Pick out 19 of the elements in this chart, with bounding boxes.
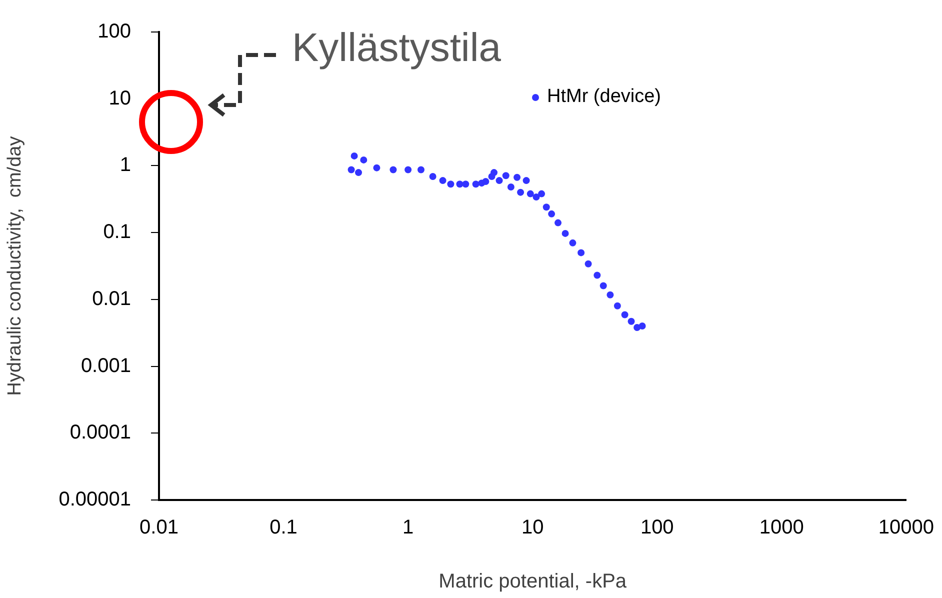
x-tick-label: 100 [640, 516, 674, 539]
annotation: Kyllästystila [292, 25, 501, 72]
x-axis-title: Matric potential, -kPa [438, 570, 628, 593]
y-tick-label: 1 [120, 154, 131, 176]
y-tick-label: 0.00001 [58, 488, 131, 511]
x-tick-label: 10 [521, 516, 544, 539]
x-tick-label: 0.1 [270, 516, 298, 539]
legend-label: HtMr (device) [547, 86, 662, 108]
y-tick-label: 0.001 [80, 354, 131, 377]
y-tick-label: 0.0001 [70, 422, 131, 444]
y-tick-label: 0.01 [92, 288, 131, 310]
y-tick-label: 100 [98, 20, 131, 43]
y-tick-label: 0.1 [103, 221, 131, 244]
x-tick-label: 10000 [878, 516, 934, 539]
x-tick-label: 1000 [759, 516, 804, 539]
y-axis-title: Hydraulic conductivity, cm/day [4, 136, 26, 396]
x-tick-label: 0.01 [140, 516, 178, 539]
x-tick-label: 1 [402, 516, 414, 539]
y-tick-label: 10 [108, 87, 131, 110]
